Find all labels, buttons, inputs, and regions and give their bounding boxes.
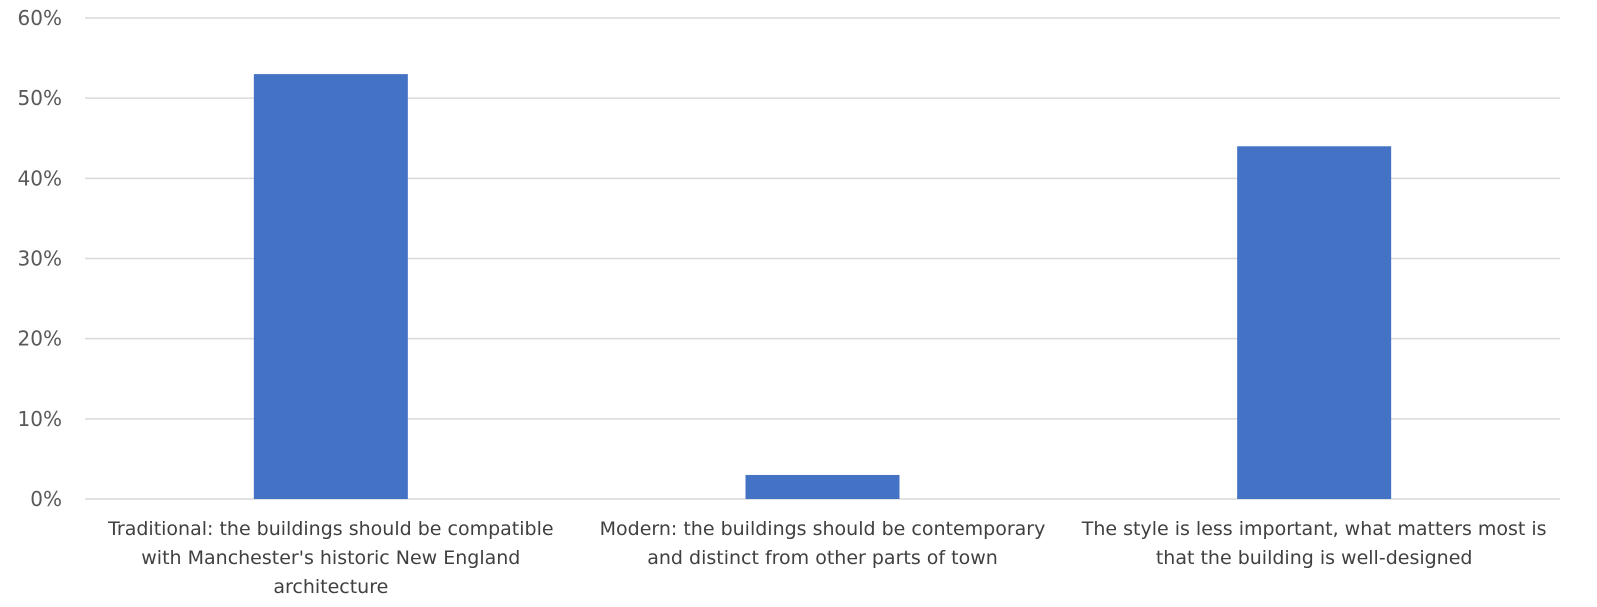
bar-1 xyxy=(253,74,408,499)
x-category-label-line: The style is less important, what matter… xyxy=(1081,518,1547,540)
x-axis-category-labels: Traditional: the buildings should be com… xyxy=(107,518,1546,598)
y-tick-label: 30% xyxy=(18,247,62,271)
x-category-label-line: Modern: the buildings should be contempo… xyxy=(600,518,1046,540)
y-tick-label: 40% xyxy=(18,166,62,190)
y-tick-label: 50% xyxy=(18,86,62,110)
y-tick-label: 60% xyxy=(18,6,62,30)
x-category-label-2: Modern: the buildings should be contempo… xyxy=(600,518,1046,569)
y-axis-tick-labels: 0% 10% 20% 30% 40% 50% 60% xyxy=(18,6,62,511)
x-category-label-line: Traditional: the buildings should be com… xyxy=(107,518,553,540)
bars xyxy=(253,74,1392,499)
x-category-label-line: with Manchester's historic New England xyxy=(141,547,520,569)
x-category-label-3: The style is less important, what matter… xyxy=(1081,518,1547,569)
bar-2 xyxy=(745,474,900,499)
y-tick-label: 10% xyxy=(18,407,62,431)
bar-3 xyxy=(1237,146,1392,499)
y-tick-label: 0% xyxy=(30,487,62,511)
y-tick-label: 20% xyxy=(18,327,62,351)
x-category-label-line: that the building is well-designed xyxy=(1156,547,1473,569)
x-category-label-line: and distinct from other parts of town xyxy=(647,547,998,569)
x-category-label-line: architecture xyxy=(273,576,388,598)
x-category-label-1: Traditional: the buildings should be com… xyxy=(107,518,553,598)
